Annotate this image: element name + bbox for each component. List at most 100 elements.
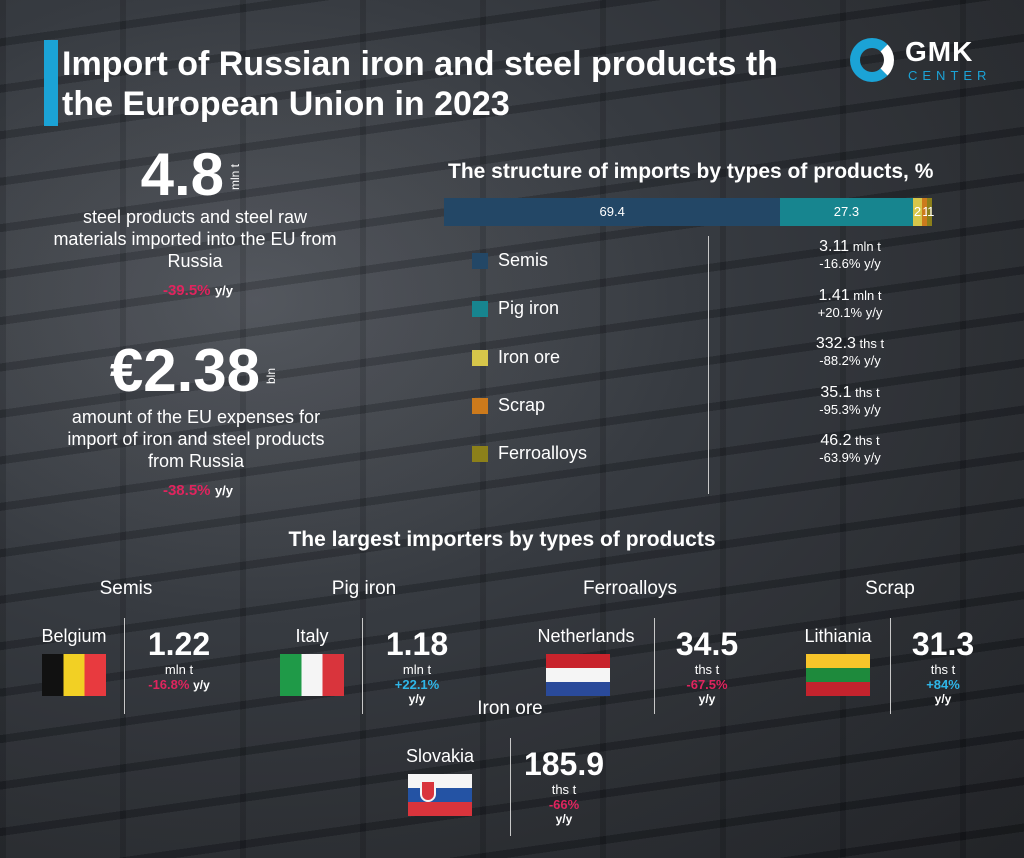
bar-segment-scrap: 1 [922,198,930,226]
importer-change: +22.1% [394,677,440,692]
legend-swatch [472,301,488,317]
netherlands-flag-icon [546,654,610,696]
importer-value-group: 1.18 mln t +22.1% y/y [362,626,472,706]
legend-volume-change: -63.9% y/y [819,450,881,465]
importer-change-suffix: y/y [698,692,716,706]
stat-expense-description: amount of the EU expenses for import of … [67,407,325,471]
bar-segment-label: 27.3 [833,204,860,219]
bar-segment-semis: 69.4 [444,198,781,226]
legend-divider [708,236,709,494]
legend-label: Iron ore [498,347,561,367]
importer-change-suffix: y/y [934,692,952,706]
legend-volume: 3.11 mln t -16.6% y/y [780,238,920,271]
page-title: Import of Russian iron and steel product… [62,45,778,123]
legend-volume-change: -95.3% y/y [819,402,881,417]
slovakia-flag-icon [408,774,472,816]
bar-segment-ferroalloys: 1 [927,198,935,226]
stat-volume-change-row: -39.5% y/y [138,282,258,300]
legend-volume: 35.1 ths t -95.3% y/y [780,384,920,417]
title-accent-bar [44,40,58,126]
stat-expense-change-suffix: y/y [214,483,234,498]
bar-segment-label: 1 [927,204,935,219]
importer-change-row: -16.8% y/y [124,677,234,693]
legend-volume: 332.3 ths t -88.2% y/y [780,335,920,368]
legend-volume-value: 46.2 ths t [820,432,880,449]
legend-swatch [472,398,488,414]
logo-subtitle: CENTER [908,68,992,83]
stat-volume-value: 4.8 [140,141,224,208]
legend-volume: 1.41 mln t +20.1% y/y [780,287,920,320]
importer-category-scrap: Scrap [865,578,915,599]
importer-value-group: 34.5 ths t -67.5% y/y [652,626,762,706]
importer-change-suffix: y/y [193,678,210,692]
legend-label: Pig iron [498,298,560,318]
importer-value: 185.9 [523,746,605,782]
importer-change-suffix: y/y [408,692,426,706]
importer-value: 31.3 [911,626,975,662]
importer-change-suffix: y/y [555,812,573,826]
importer-unit: ths t [930,662,956,677]
importer-value: 34.5 [675,626,739,662]
importer-country-slovakia: Slovakia [405,746,475,766]
importer-category-iron-ore: Iron ore [477,698,543,719]
legend-volume: 46.2 ths t -63.9% y/y [780,432,920,465]
importer-value-group: 31.3 ths t +84% y/y [888,626,998,706]
stat-volume-unit: mln t [228,163,242,190]
importer-category-semis: Semis [99,578,153,599]
legend-label: Ferroalloys [498,443,588,463]
importer-unit: mln t [402,662,432,677]
importer-value-group: 1.22 mln t -16.8% y/y [124,626,234,693]
logo-name: GMK [905,36,974,67]
importer-change: -16.8% [148,677,190,692]
stat-expense-change-row: -38.5% y/y [138,482,258,500]
importer-unit: mln t [164,662,194,677]
legend-label: Scrap [498,395,546,415]
legend-label: Semis [498,250,549,270]
importer-value: 1.22 [147,626,211,662]
bar-segment-label: 1 [922,204,930,219]
bar-segment-label: 2 [913,204,922,219]
stat-volume-change-suffix: y/y [214,283,234,298]
importer-category-pig-iron: Pig iron [331,578,397,599]
importer-country-netherlands: Netherlands [537,626,635,646]
belgium-flag-icon [42,654,106,696]
stat-volume-description: steel products and steel raw materials i… [53,207,337,271]
importer-unit: ths t [551,782,577,797]
importer-divider [362,618,363,714]
importer-value-group: 185.9 ths t -66% y/y [506,746,622,826]
legend-volume-value: 35.1 ths t [820,384,880,401]
importer-change: +84% [926,677,960,692]
logo-ring-icon [850,38,894,82]
legend-swatch [472,446,488,462]
legend-volume-change: -88.2% y/y [819,353,881,368]
legend-swatch [472,253,488,269]
legend-volume-change: -16.6% y/y [819,256,881,271]
importer-category-ferroalloys: Ferroalloys [583,578,677,599]
bar-segment-pig-iron: 27.3 [780,198,913,226]
importer-value: 1.18 [385,626,449,662]
importer-unit: ths t [694,662,720,677]
lithuania-flag-icon [806,654,870,696]
legend-volume-value: 1.41 mln t [818,287,882,304]
importer-change: -67.5% [686,677,728,692]
bar-segment-iron-ore: 2 [912,198,923,226]
stat-expense-unit: bln [264,367,278,384]
legend-volume-value: 3.11 mln t [819,238,881,255]
importer-country-italy: Italy [295,626,329,646]
legend-volume-value: 332.3 ths t [815,335,885,352]
italy-flag-icon [280,654,344,696]
stat-expense-value: €2.38 [109,337,260,404]
importer-country-lithuania: Lithiania [804,626,872,646]
legend-volume-change: +20.1% y/y [817,305,883,320]
importer-country-belgium: Belgium [41,626,107,646]
importer-divider [890,618,891,714]
importer-divider [654,618,655,714]
stat-volume-change: -39.5% [162,282,211,299]
importers-title: The largest importers by types of produc… [288,528,716,551]
importer-divider [124,618,125,714]
importer-change: -66% [548,797,580,812]
stat-expense-change: -38.5% [162,482,211,499]
structure-chart-title: The structure of imports by types of pro… [448,160,934,183]
bar-segment-label: 69.4 [599,204,625,219]
